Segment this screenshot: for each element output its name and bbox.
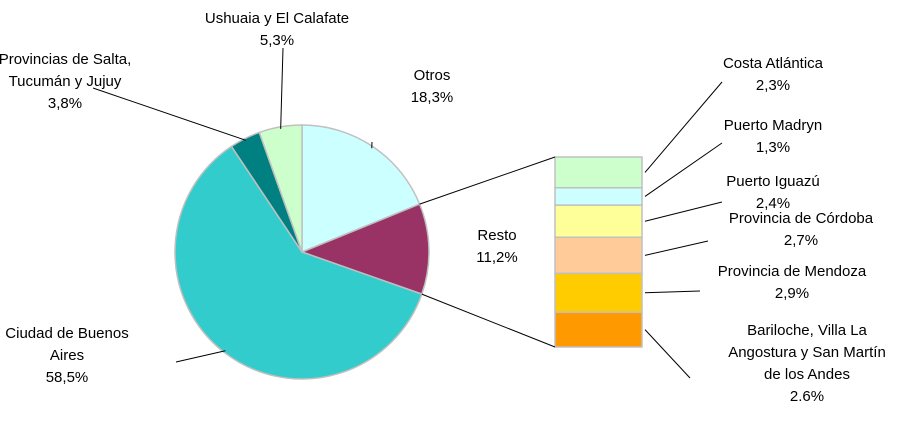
bar-segment — [554, 272, 643, 313]
slice-label: Bariloche, Villa La Angostura y San Martí… — [728, 322, 886, 383]
slice-label: Provincias de Salta, Tucumán y Jujuy — [0, 51, 131, 90]
pie-slice — [174, 145, 423, 380]
leader-line — [644, 329, 691, 379]
slice-label: Resto — [477, 227, 516, 244]
leader-line — [644, 290, 701, 294]
value-label: 2.6% — [790, 388, 824, 405]
value-label: 58,5% — [46, 369, 89, 386]
leader-line — [421, 293, 556, 348]
slice-label: Ciudad de Buenos Aires — [5, 325, 128, 364]
value-label: 11,2% — [476, 249, 517, 266]
value-label: 3,8% — [48, 95, 82, 112]
value-label: 2,4% — [756, 195, 790, 212]
slice-label: Provincia de Mendoza — [718, 263, 867, 280]
leader-line — [419, 156, 556, 205]
leader-line — [644, 142, 723, 197]
leader-line — [644, 81, 723, 173]
slice-label: Puerto Madryn — [724, 117, 822, 134]
slice-label: Puerto Iguazú — [726, 173, 819, 190]
leader-line — [644, 201, 723, 222]
leader-line — [644, 240, 709, 256]
leader-line — [280, 47, 284, 129]
bar-segment — [554, 187, 643, 206]
slice-label: Otros — [414, 67, 451, 84]
slice-label: Provincia de Córdoba — [729, 210, 874, 227]
value-label: 5,3% — [260, 32, 294, 49]
pie-slice — [301, 124, 421, 254]
bar-segment — [554, 204, 643, 239]
leader-line — [175, 350, 226, 363]
value-label: 18,3% — [411, 89, 454, 106]
slice-label: Costa Atlántica — [723, 55, 824, 72]
slice-label: Ushuaia y El Calafate — [205, 10, 349, 27]
value-label: 2,3% — [756, 77, 790, 94]
bar-segment — [554, 311, 643, 348]
bar-segment — [554, 236, 643, 275]
pie-slice — [299, 203, 430, 296]
value-label: 1,3% — [756, 139, 790, 156]
bar-segment — [554, 156, 643, 189]
value-label: 2,7% — [784, 232, 818, 249]
leader-line — [92, 87, 247, 141]
value-label: 2,9% — [775, 285, 809, 302]
